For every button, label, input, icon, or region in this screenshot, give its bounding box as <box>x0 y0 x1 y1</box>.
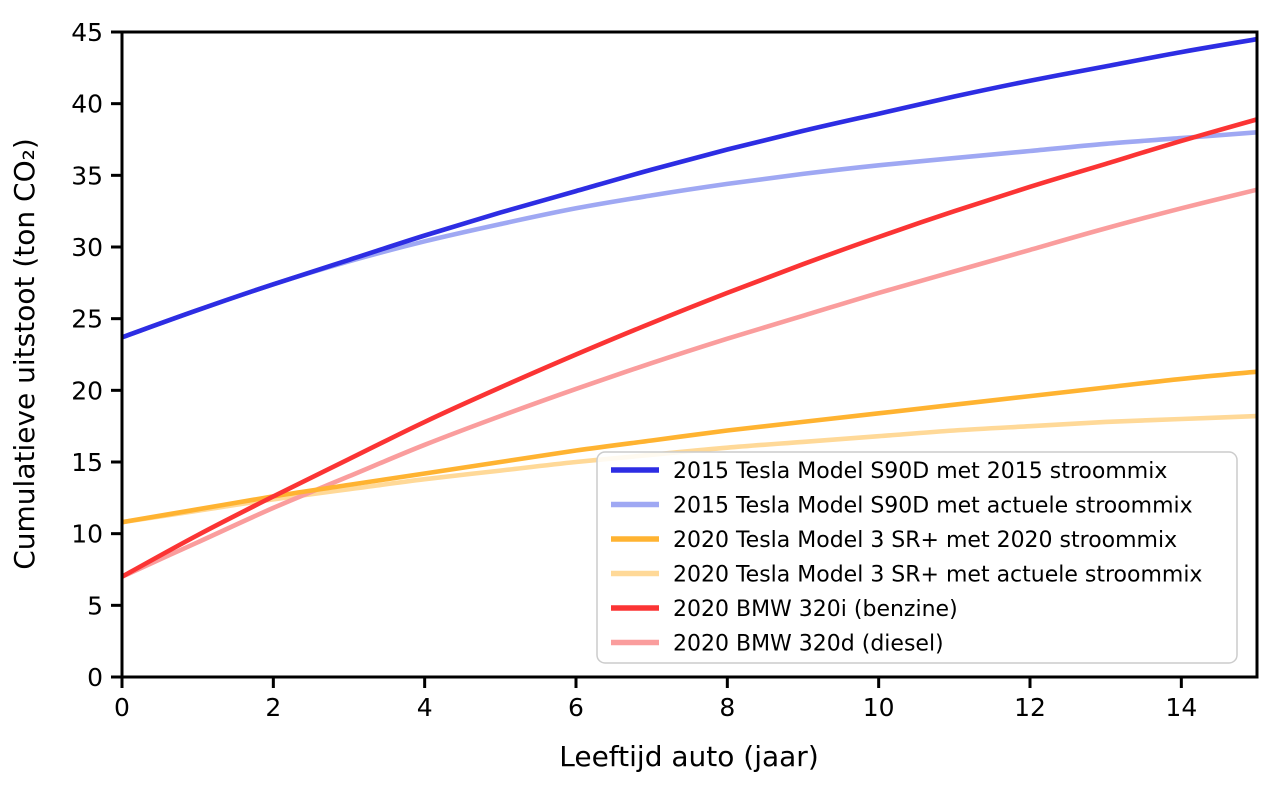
x-tick-label: 14 <box>1165 693 1197 722</box>
legend-entry-tesla-s90d-actuele-mix: 2015 Tesla Model S90D met actuele stroom… <box>611 494 1193 519</box>
y-tick-label: 30 <box>71 233 103 262</box>
x-tick-label: 10 <box>863 693 895 722</box>
legend-entry-bmw-320d-diesel: 2020 BMW 320d (diesel) <box>611 632 944 657</box>
y-tick-label: 5 <box>87 591 103 620</box>
series-line-bmw-320d-diesel <box>121 187 1258 579</box>
legend-label-tesla-s90d-2015-mix: 2015 Tesla Model S90D met 2015 stroommix <box>673 459 1167 484</box>
y-tick-label: 20 <box>71 376 103 405</box>
series-line-bmw-320i-benzine <box>120 117 1258 579</box>
x-tick-label: 8 <box>719 693 735 722</box>
legend-entry-tesla-model3-2020-mix: 2020 Tesla Model 3 SR+ met 2020 stroommi… <box>611 528 1177 553</box>
y-tick-label: 10 <box>71 520 103 549</box>
y-tick-label: 40 <box>71 90 103 119</box>
y-axis-label: Cumulatieve uitstoot (ton CO₂) <box>8 138 41 570</box>
legend-label-tesla-model3-actuele-mix: 2020 Tesla Model 3 SR+ met actuele stroo… <box>673 563 1202 588</box>
plot-area: 0 2 4 6 8 10 12 14 0 5 10 15 20 25 30 35 40 45 2015 Tesla … <box>71 18 1259 722</box>
x-axis-label: Leeftijd auto (jaar) <box>559 740 819 773</box>
series-line-tesla-s90d-2015-mix <box>121 36 1258 340</box>
x-tick-label: 6 <box>568 693 584 722</box>
legend-box <box>596 451 1238 664</box>
series-line-tesla-model3-2020-mix <box>121 369 1258 525</box>
legend-entry-bmw-320i-benzine: 2020 BMW 320i (benzine) <box>611 597 958 622</box>
y-tick-label: 25 <box>71 305 103 334</box>
legend-label-bmw-320i-benzine: 2020 BMW 320i (benzine) <box>673 597 958 622</box>
y-tick-label: 35 <box>71 161 103 190</box>
legend-label-bmw-320d-diesel: 2020 BMW 320d (diesel) <box>673 632 944 657</box>
x-tick-label: 12 <box>1014 693 1046 722</box>
legend: 2015 Tesla Model S90D met 2015 stroommix… <box>596 451 1238 664</box>
x-tick-label: 2 <box>265 693 281 722</box>
x-tick-label: 0 <box>114 693 130 722</box>
y-tick-label: 45 <box>71 18 103 47</box>
x-tick-label: 4 <box>417 693 433 722</box>
legend-label-tesla-model3-2020-mix: 2020 Tesla Model 3 SR+ met 2020 stroommi… <box>673 528 1177 553</box>
y-tick-label: 15 <box>71 448 103 477</box>
legend-entry-tesla-model3-actuele-mix: 2020 Tesla Model 3 SR+ met actuele stroo… <box>611 563 1202 588</box>
plot-spines <box>120 30 1259 679</box>
y-tick-label: 0 <box>87 663 103 692</box>
legend-entry-tesla-s90d-2015-mix: 2015 Tesla Model S90D met 2015 stroommix <box>611 459 1167 484</box>
legend-label-tesla-s90d-actuele-mix: 2015 Tesla Model S90D met actuele stroom… <box>673 494 1193 519</box>
